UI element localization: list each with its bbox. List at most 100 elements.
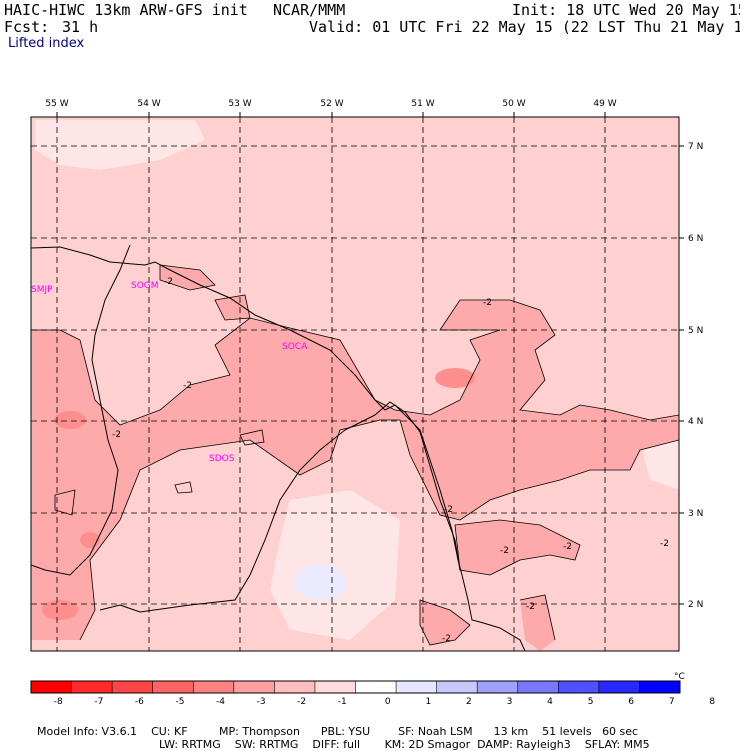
- footer-item: 51 levels: [542, 725, 592, 738]
- valid-time: Valid: 01 UTC Fri 22 May 15 (22 LST Thu …: [309, 18, 740, 36]
- field-name: Lifted index: [8, 36, 85, 51]
- colorbar-tick-label: 4: [547, 697, 553, 707]
- colorbar-swatch: [314, 681, 356, 693]
- field-shade-2: [215, 295, 250, 320]
- field-shade-2: [31, 300, 679, 640]
- field-shade-2: [520, 595, 555, 651]
- graticule: [31, 117, 679, 651]
- colorbar-swatch: [598, 681, 640, 693]
- field-shade-3: [435, 368, 475, 388]
- colorbar-swatch: [517, 681, 559, 693]
- colorbar: -8 -7 -6 -5 -4 -3 -2 -1 0 1 2 3 4 5 6 7 8 °C: [30, 672, 715, 707]
- colorbar-tick-label: -5: [175, 697, 184, 707]
- lat-label: 3 N: [688, 509, 703, 519]
- colorbar-tick-label: -4: [216, 697, 225, 707]
- colorbar-swatch: [31, 681, 73, 693]
- contour-label: -2: [442, 634, 451, 644]
- contour-label: -2: [164, 277, 173, 287]
- colorbar-tick-label: 8: [709, 697, 715, 707]
- contour-label: -2: [526, 602, 535, 612]
- colorbar-tick-label: 0: [385, 697, 391, 707]
- footer-item: Model Info: V3.6.1: [37, 725, 138, 738]
- field-shade-2: [420, 600, 470, 645]
- init-time: Init: 18 UTC Wed 20 May 15: [512, 1, 740, 19]
- field-pale-patch: [270, 490, 400, 640]
- contour-label: -2: [112, 430, 121, 440]
- footer-line-2: LW: RRTMG SW: RRTMG DIFF: full KM: 2D Sm…: [152, 725, 650, 751]
- footer-item: SF: Noah LSM: [398, 725, 473, 738]
- colorbar-tick-label: 1: [425, 697, 431, 707]
- colorbar-swatch: [396, 681, 438, 693]
- colorbar-swatch: [639, 681, 681, 693]
- colorbar-tick-label: -7: [94, 697, 103, 707]
- station-label: SOGM: [131, 281, 159, 291]
- latitude-labels: 7 N 6 N 5 N 4 N 3 N 2 N: [688, 142, 703, 610]
- colorbar-tick-label: 6: [628, 697, 634, 707]
- contour-label: -2: [444, 505, 453, 515]
- lon-label: 54 W: [137, 99, 160, 109]
- contour-labels: -2 -2 -2 -2 -2 -2 -2 -2 -2 -2: [112, 277, 669, 644]
- map-frame: [30, 116, 680, 652]
- colorbar-tick-label: 2: [466, 697, 472, 707]
- lon-label: 51 W: [411, 99, 434, 109]
- colorbar-tick-label: -1: [338, 697, 347, 707]
- contour-label: -2: [563, 542, 572, 552]
- org-label: NCAR/MMM: [273, 1, 346, 19]
- longitude-labels: 55 W 54 W 53 W 52 W 51 W 50 W 49 W: [45, 99, 616, 109]
- colorbar-swatch: [193, 681, 235, 693]
- field-shade-2: [455, 520, 580, 575]
- contour-label: -2: [660, 539, 669, 549]
- colorbar-tick-label: -2: [297, 697, 306, 707]
- colorbar-tick-label: 7: [669, 697, 675, 707]
- footer-item: CU: KF: [151, 725, 188, 738]
- contour-label: -2: [500, 546, 509, 556]
- colorbar-swatch: [233, 681, 275, 693]
- colorbar-tick-label: -8: [54, 697, 63, 707]
- footer-item: PBL: YSU: [320, 725, 371, 738]
- field-positive-patch: [294, 564, 346, 600]
- contour-label: -2: [483, 298, 492, 308]
- colorbar-swatch: [436, 681, 478, 693]
- footer-line-1: Model Info: V3.6.1 CU: KF MP: Thompson P…: [30, 712, 638, 738]
- footer-item: 60 sec: [602, 725, 639, 738]
- colorbar-tick-label: 5: [588, 697, 594, 707]
- station-label: SDOS: [209, 454, 235, 464]
- colorbar-swatch: [112, 681, 154, 693]
- border-guyana-suriname: [31, 244, 131, 576]
- lat-label: 6 N: [688, 234, 703, 244]
- field-shade-3: [54, 411, 86, 429]
- colorbar-swatch: [152, 681, 194, 693]
- lon-label: 50 W: [502, 99, 525, 109]
- border-suriname-brazil: [99, 414, 376, 613]
- field-pale-patch: [35, 120, 205, 170]
- contour-label: -2: [183, 381, 192, 391]
- colorbar-swatch: [71, 681, 113, 693]
- border-suriname-guyane: [374, 401, 461, 571]
- lon-label: 53 W: [228, 99, 251, 109]
- forecast-label: Fcst:: [4, 18, 50, 36]
- lon-label: 49 W: [593, 99, 616, 109]
- colorbar-tick-label: -6: [135, 697, 144, 707]
- field-shade-3: [42, 600, 78, 620]
- station-label: SOCA: [282, 342, 308, 352]
- colorbar-swatch: [477, 681, 519, 693]
- station-label: SMJP: [31, 285, 53, 295]
- coastline: [31, 246, 526, 651]
- colorbar-swatch: [274, 681, 316, 693]
- colorbar-swatch: [558, 681, 600, 693]
- colorbar-unit: °C: [674, 672, 685, 682]
- lon-label: 52 W: [320, 99, 343, 109]
- station-labels: SMJP SOGM SOCA SDOS: [31, 281, 308, 464]
- colorbar-swatch: [355, 681, 397, 693]
- footer-item: MP: Thompson: [219, 725, 300, 738]
- lat-label: 7 N: [688, 142, 703, 152]
- coastline-borders: [31, 244, 526, 651]
- contour-lines: [31, 264, 679, 646]
- axis-ticks: [56, 112, 684, 605]
- lat-label: 5 N: [688, 326, 703, 336]
- lon-label: 55 W: [45, 99, 68, 109]
- lat-label: 4 N: [688, 417, 703, 427]
- model-title: HAIC-HIWC 13km ARW-GFS init: [4, 1, 248, 19]
- footer-item: 13 km: [493, 725, 529, 738]
